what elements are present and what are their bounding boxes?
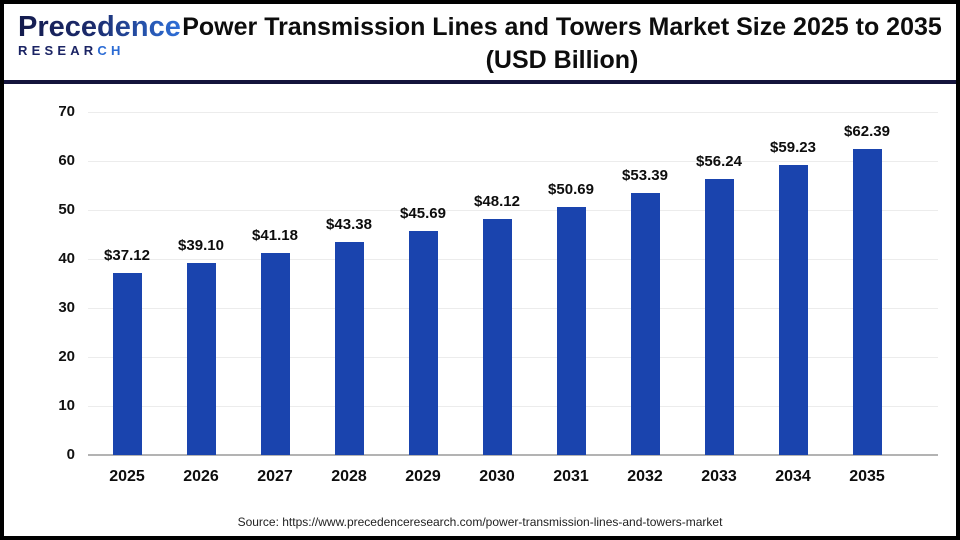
- x-axis-label: 2026: [183, 468, 219, 485]
- bar: [408, 231, 438, 455]
- bar-value-label: $59.23: [770, 138, 816, 156]
- bar-value-label: $62.39: [844, 123, 890, 141]
- y-axis-label: 30: [58, 299, 75, 316]
- y-axis-label: 0: [66, 446, 75, 463]
- x-axis-label: 2031: [553, 468, 589, 485]
- y-axis-label: 50: [58, 201, 75, 218]
- bar: [704, 179, 734, 455]
- x-axis-label: 2027: [257, 468, 293, 485]
- bar: [778, 164, 808, 455]
- x-axis-line: [88, 454, 938, 456]
- x-axis-label: 2029: [405, 468, 441, 485]
- bar: [186, 263, 216, 455]
- bar-value-label: $56.24: [696, 153, 742, 171]
- y-axis-label: 10: [58, 397, 75, 414]
- bar-value-label: $41.18: [252, 227, 298, 245]
- bar: [482, 219, 512, 455]
- header-divider: [4, 80, 956, 84]
- bar: [112, 273, 142, 455]
- gridline: [88, 406, 938, 407]
- x-axis-label: 2034: [775, 468, 811, 485]
- gridline: [88, 161, 938, 162]
- bar-value-label: $45.69: [400, 205, 446, 223]
- precedence-logo: Precedence RESEARCH: [18, 11, 183, 59]
- gridline: [88, 210, 938, 211]
- bar-value-label: $53.39: [622, 167, 668, 185]
- x-axis-label: 2033: [701, 468, 737, 485]
- bar: [260, 253, 290, 455]
- chart-title-line2: (USD Billion): [485, 45, 639, 74]
- bar-value-label: $43.38: [326, 216, 372, 234]
- x-axis-label: 2025: [109, 468, 145, 485]
- gridline: [88, 112, 938, 113]
- bar: [556, 206, 586, 455]
- chart-title: Power Transmission Lines and Towers Mark…: [176, 11, 948, 76]
- x-axis-label: 2030: [479, 468, 515, 485]
- bar: [630, 193, 660, 455]
- bar: [334, 242, 364, 455]
- gridline: [88, 259, 938, 260]
- bar: [852, 149, 882, 455]
- bar-value-label: $37.12: [104, 247, 150, 265]
- x-axis-label: 2032: [627, 468, 663, 485]
- header: Precedence RESEARCH Power Transmission L…: [4, 4, 956, 80]
- y-axis-label: 20: [58, 348, 75, 365]
- bar-value-label: $48.12: [474, 193, 520, 211]
- chart-title-line1: Power Transmission Lines and Towers Mark…: [182, 13, 942, 41]
- source-caption: Source: https://www.precedenceresearch.c…: [237, 515, 723, 529]
- logo-subtitle: RESEARCH: [18, 43, 125, 58]
- y-axis-label: 40: [58, 250, 75, 267]
- gridline: [88, 357, 938, 358]
- x-axis-label: 2035: [849, 468, 885, 485]
- gridline: [88, 308, 938, 309]
- x-axis-label: 2028: [331, 468, 367, 485]
- y-axis-label: 60: [58, 152, 75, 169]
- y-axis-label: 70: [58, 103, 75, 120]
- logo-wordmark: Precedence: [18, 11, 181, 43]
- bar-value-label: $39.10: [178, 237, 224, 255]
- bar-value-label: $50.69: [548, 180, 594, 198]
